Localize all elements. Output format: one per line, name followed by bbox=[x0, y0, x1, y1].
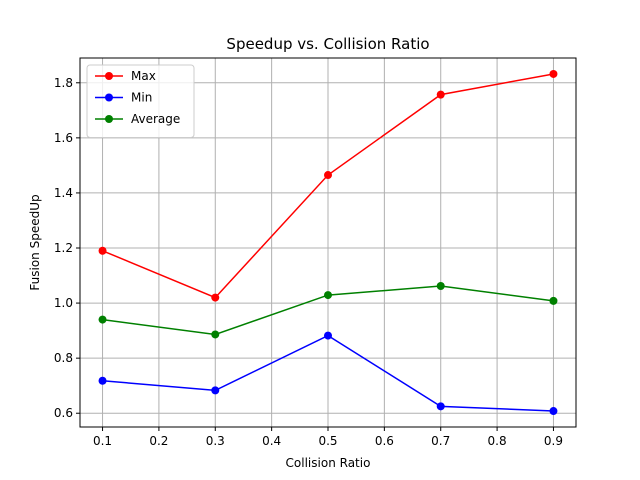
x-tick-label: 0.9 bbox=[544, 434, 563, 448]
x-tick-label: 0.8 bbox=[488, 434, 507, 448]
legend-marker-max bbox=[105, 72, 113, 80]
plot-area-frame bbox=[79, 57, 577, 428]
y-tick-label: 0.6 bbox=[54, 406, 73, 420]
y-tick-label: 1.8 bbox=[54, 76, 73, 90]
data-point-average bbox=[549, 296, 558, 305]
data-point-max bbox=[98, 246, 107, 255]
x-tick-label: 0.5 bbox=[318, 434, 337, 448]
data-point-max bbox=[549, 69, 558, 78]
y-tick-label: 1.4 bbox=[54, 186, 73, 200]
data-point-max bbox=[324, 171, 332, 180]
legend-marker-average bbox=[105, 115, 113, 123]
x-axis-label: Collision Ratio bbox=[286, 456, 371, 470]
x-tick-label: 0.6 bbox=[375, 434, 394, 448]
data-point-min bbox=[324, 331, 332, 340]
x-tick-label: 0.4 bbox=[262, 434, 281, 448]
legend: Max Min Average bbox=[86, 64, 195, 138]
legend-marker-min bbox=[105, 93, 113, 102]
legend-label-max: Max bbox=[131, 69, 156, 83]
data-series bbox=[98, 69, 558, 416]
axis-ticks: 0.1 0.2 0.3 0.4 0.5 0.6 0.7 0.8 0.9 0.6 0.8 1.0 1.2 1… bbox=[54, 76, 563, 448]
data-point-average bbox=[98, 315, 107, 324]
data-point-max bbox=[436, 90, 445, 99]
data-point-max bbox=[211, 293, 220, 302]
legend-label-min: Min bbox=[131, 91, 152, 105]
y-tick-label: 1.2 bbox=[54, 241, 73, 255]
data-point-min bbox=[436, 402, 445, 411]
y-tick-label: 1.0 bbox=[54, 296, 73, 310]
data-point-min bbox=[549, 407, 558, 416]
data-point-average bbox=[324, 291, 332, 300]
chart-title: Speedup vs. Collision Ratio bbox=[226, 35, 429, 53]
y-tick-label: 0.8 bbox=[54, 351, 73, 365]
x-tick-label: 0.3 bbox=[206, 434, 225, 448]
y-tick-label: 1.6 bbox=[54, 131, 73, 145]
x-tick-label: 0.2 bbox=[149, 434, 168, 448]
data-point-min bbox=[211, 386, 220, 395]
x-tick-label: 0.7 bbox=[431, 434, 450, 448]
data-point-average bbox=[211, 330, 220, 339]
x-tick-label: 0.1 bbox=[93, 434, 112, 448]
data-point-min bbox=[98, 376, 107, 385]
grid bbox=[80, 58, 576, 427]
data-point-average bbox=[436, 282, 445, 291]
legend-label-average: Average bbox=[131, 112, 180, 126]
y-axis-label: Fusion SpeedUp bbox=[28, 194, 42, 290]
